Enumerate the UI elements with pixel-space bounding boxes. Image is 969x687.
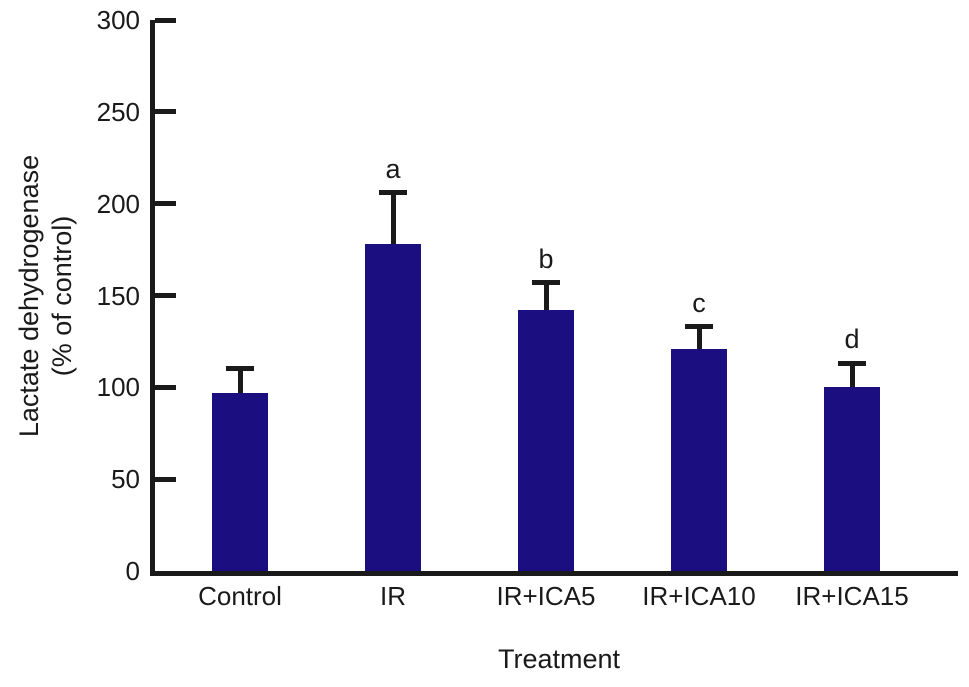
plot-area: 0 50 100 150 200 250 300 Control a IR b IR+ICA5 c IR+…	[97, 5, 958, 611]
y-tick-mark	[155, 384, 176, 390]
error-bar-cap	[379, 190, 407, 196]
y-tick-label: 50	[111, 464, 140, 495]
error-bar-stem	[696, 326, 702, 349]
y-tick-mark	[155, 201, 176, 207]
y-tick-label: 0	[125, 556, 140, 586]
y-tick-label: 100	[96, 372, 140, 403]
bar	[212, 392, 268, 571]
bar	[518, 310, 574, 571]
y-tick-label: 250	[96, 96, 140, 127]
y-tick-mark	[155, 293, 176, 298]
x-category-label: Control	[198, 581, 282, 611]
error-bar-stem	[390, 192, 396, 245]
x-category-label: IR+ICA5	[496, 581, 596, 611]
y-tick-label: 300	[96, 5, 140, 35]
error-bar-stem	[543, 282, 549, 311]
y-tick-mark	[155, 476, 176, 482]
y-tick-label: 150	[96, 280, 140, 311]
bar	[824, 387, 880, 571]
significance-letter: b	[538, 243, 554, 274]
x-axis-title: Treatment	[497, 644, 621, 674]
bar	[671, 348, 727, 571]
significance-letter: d	[844, 324, 860, 355]
x-category-label: IR	[380, 581, 406, 611]
bar	[365, 244, 421, 571]
y-tick-mark	[155, 17, 176, 23]
x-category-label: IR+ICA15	[795, 581, 909, 611]
y-tick-mark	[155, 109, 176, 115]
y-tick-label: 200	[96, 188, 140, 219]
error-bar-stem	[237, 368, 243, 393]
significance-letter: a	[385, 153, 401, 184]
error-bar-stem	[849, 363, 855, 388]
y-axis-line	[150, 20, 155, 576]
x-category-label: IR+ICA10	[642, 581, 756, 611]
error-bar-cap	[226, 366, 254, 372]
error-bar-cap	[685, 324, 713, 330]
error-bar-cap	[532, 280, 560, 286]
error-bar-cap	[838, 360, 866, 366]
significance-letter: c	[692, 287, 706, 318]
x-axis-line	[150, 571, 958, 576]
